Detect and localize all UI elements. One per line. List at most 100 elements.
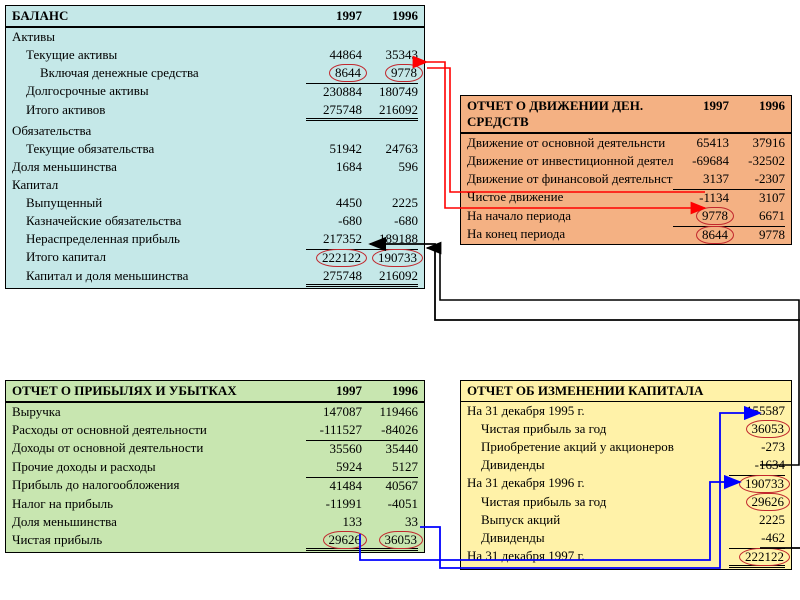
cell-value: 9778 bbox=[362, 65, 418, 81]
row-label: На 31 декабря 1997 г. bbox=[467, 548, 729, 568]
cell-value: 3107 bbox=[729, 189, 785, 206]
cell-value: 2225 bbox=[729, 512, 785, 528]
row-label: На начало периода bbox=[467, 208, 673, 224]
table-row: Итого активов275748216092 bbox=[6, 101, 424, 122]
col-year-1996: 1996 bbox=[362, 383, 418, 399]
cell-value: -1634 bbox=[729, 457, 785, 473]
row-label: Дивиденды bbox=[467, 530, 729, 546]
table-row: На конец периода86449778 bbox=[461, 225, 791, 244]
table-row: Нераспределенная прибыль217352189188 bbox=[6, 230, 424, 248]
cell-value: 40567 bbox=[362, 477, 418, 494]
table-row: Доля меньшинства13333 bbox=[6, 513, 424, 531]
cell-value: 36053 bbox=[729, 421, 785, 437]
cashflow-header: ОТЧЕТ О ДВИЖЕНИИ ДЕН. СРЕДСТВ 1997 1996 bbox=[461, 96, 791, 134]
col-year-1996: 1996 bbox=[729, 98, 785, 130]
cell-value: 41484 bbox=[306, 477, 362, 494]
cell-value: -84026 bbox=[362, 422, 418, 438]
row-label: Долгосрочные активы bbox=[12, 83, 306, 100]
row-label: Доля меньшинства bbox=[12, 514, 306, 530]
row-label: Обязательства bbox=[12, 123, 306, 139]
table-row: На 31 декабря 1995 г.155587 bbox=[461, 402, 791, 420]
cell-value: 133 bbox=[306, 514, 362, 530]
table-row: Обязательства bbox=[6, 122, 424, 140]
balance-panel: БАЛАНС 1997 1996 АктивыТекущие активы448… bbox=[5, 5, 425, 289]
table-row: Итого капитал222122190733 bbox=[6, 248, 424, 267]
pl-header: ОТЧЕТ О ПРИБЫЛЯХ И УБЫТКАХ 1997 1996 bbox=[6, 381, 424, 403]
cell-value: -1134 bbox=[673, 189, 729, 206]
table-row: Прочие доходы и расходы59245127 bbox=[6, 458, 424, 476]
row-label: Чистая прибыль bbox=[12, 532, 306, 551]
table-row: Текущие обязательства5194224763 bbox=[6, 140, 424, 158]
cell-value: 4450 bbox=[306, 195, 362, 211]
table-row: Дивиденды-1634 bbox=[461, 456, 791, 474]
table-row: Расходы от основной деятельности-111527-… bbox=[6, 421, 424, 439]
table-row: На 31 декабря 1997 г.222122 bbox=[461, 547, 791, 569]
table-row: Доходы от основной деятельности355603544… bbox=[6, 439, 424, 458]
cell-value: 155587 bbox=[729, 403, 785, 419]
cell-value: -462 bbox=[729, 530, 785, 546]
cell-value: 216092 bbox=[362, 268, 418, 287]
cell-value: 190733 bbox=[362, 249, 418, 266]
cell-value: 189188 bbox=[362, 231, 418, 247]
row-label: Текущие активы bbox=[12, 47, 306, 63]
cell-value: 8644 bbox=[306, 65, 362, 81]
pl-panel: ОТЧЕТ О ПРИБЫЛЯХ И УБЫТКАХ 1997 1996 Выр… bbox=[5, 380, 425, 553]
table-row: Чистая прибыль2962636053 bbox=[6, 531, 424, 552]
table-row: Чистая прибыль за год36053 bbox=[461, 420, 791, 438]
cell-value: 222122 bbox=[306, 249, 362, 266]
table-row: Налог на прибыль-11991-4051 bbox=[6, 495, 424, 513]
row-label: На 31 декабря 1996 г. bbox=[467, 475, 729, 492]
cell-value: -69684 bbox=[673, 153, 729, 169]
cell-value bbox=[362, 123, 418, 139]
cell-value: -2307 bbox=[729, 171, 785, 187]
table-row: Движение от финансовой деятельнсти3137-2… bbox=[461, 170, 791, 188]
row-label: Движение от финансовой деятельнсти bbox=[467, 171, 673, 187]
equity-rows: На 31 декабря 1995 г.155587Чистая прибыл… bbox=[461, 402, 791, 569]
cell-value: -32502 bbox=[729, 153, 785, 169]
row-label: Чистая прибыль за год bbox=[467, 421, 729, 437]
cell-value: 2225 bbox=[362, 195, 418, 211]
table-row: Выпущенный44502225 bbox=[6, 194, 424, 212]
table-row: Выручка147087119466 bbox=[6, 403, 424, 421]
table-row: Прибыль до налогообложения4148440567 bbox=[6, 476, 424, 495]
cell-value: 190733 bbox=[729, 475, 785, 492]
cell-value: 6671 bbox=[729, 208, 785, 224]
col-year-1996: 1996 bbox=[362, 8, 418, 24]
table-row: Долгосрочные активы230884180749 bbox=[6, 82, 424, 101]
cell-value: 5924 bbox=[306, 459, 362, 475]
row-label: Расходы от основной деятельности bbox=[12, 422, 306, 438]
cell-value: 9778 bbox=[673, 208, 729, 224]
row-label: Итого капитал bbox=[12, 249, 306, 266]
row-label: Включая денежные средства bbox=[12, 65, 306, 81]
row-label: Итого активов bbox=[12, 102, 306, 121]
cell-value: 35440 bbox=[362, 440, 418, 457]
table-row: Доля меньшинства1684596 bbox=[6, 158, 424, 176]
cell-value: -4051 bbox=[362, 496, 418, 512]
cell-value: 51942 bbox=[306, 141, 362, 157]
diagram-stage: { "years":{"y1":"1997","y2":"1996"}, "co… bbox=[0, 0, 800, 600]
row-label: Активы bbox=[12, 29, 306, 45]
row-label: Текущие обязательства bbox=[12, 141, 306, 157]
cell-value: 35560 bbox=[306, 440, 362, 457]
cell-value: 596 bbox=[362, 159, 418, 175]
col-year-1997: 1997 bbox=[306, 8, 362, 24]
row-label: Прочие доходы и расходы bbox=[12, 459, 306, 475]
cell-value: 119466 bbox=[362, 404, 418, 420]
row-label: Движение от инвестиционной деятельности bbox=[467, 153, 673, 169]
row-label: На 31 декабря 1995 г. bbox=[467, 403, 729, 419]
cell-value: 33 bbox=[362, 514, 418, 530]
cell-value: -273 bbox=[729, 439, 785, 455]
col-year-1997: 1997 bbox=[306, 383, 362, 399]
cell-value bbox=[306, 123, 362, 139]
cell-value: 8644 bbox=[673, 226, 729, 243]
cell-value: 275748 bbox=[306, 102, 362, 121]
row-label: Дивиденды bbox=[467, 457, 729, 473]
cell-value: -680 bbox=[362, 213, 418, 229]
equity-title: ОТЧЕТ ОБ ИЗМЕНЕНИИ КАПИТАЛА bbox=[467, 383, 785, 399]
row-label: Капитал и доля меньшинства bbox=[12, 268, 306, 287]
row-label: Чистое движение bbox=[467, 189, 673, 206]
cell-value: 3137 bbox=[673, 171, 729, 187]
row-label: На конец периода bbox=[467, 226, 673, 243]
cell-value: 1684 bbox=[306, 159, 362, 175]
table-row: Приобретение акций у акционеров-273 bbox=[461, 438, 791, 456]
